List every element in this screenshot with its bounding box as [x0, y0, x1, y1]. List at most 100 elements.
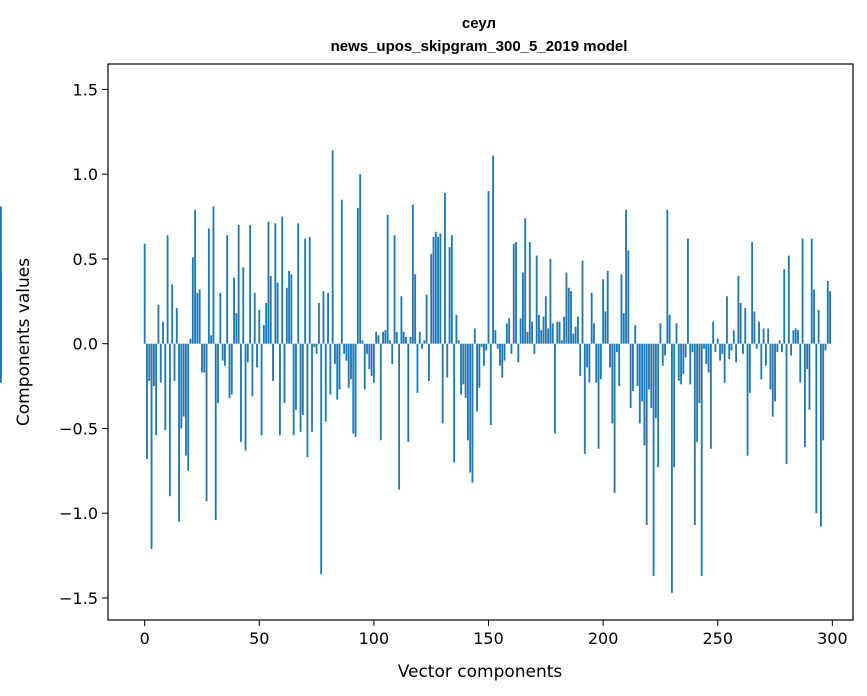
bar-8: [162, 321, 164, 344]
bar-177: [549, 258, 552, 344]
bar-157: [503, 343, 506, 361]
bar-46: [249, 225, 252, 344]
bar-136: [455, 314, 458, 344]
bar-19: [187, 343, 190, 471]
bar-133: [448, 247, 451, 344]
bar-287: [801, 238, 804, 344]
bar-23: [196, 292, 199, 344]
bar-112: [400, 296, 403, 344]
bar-57: [274, 223, 277, 344]
bar-14: [175, 308, 178, 344]
bar-77: [320, 343, 323, 575]
bar-264: [748, 343, 751, 393]
x-tick-label: 100: [359, 629, 390, 648]
bar-105: [384, 330, 387, 344]
bar-176: [547, 328, 550, 344]
bar-45: [246, 343, 249, 363]
y-tick-label: 1.0: [73, 165, 98, 184]
bar-196: [593, 323, 595, 344]
bar-44: [244, 343, 247, 451]
bar-209: [622, 313, 625, 344]
bar-258: [735, 343, 738, 363]
bar-274: [771, 343, 774, 417]
bar-1: [146, 343, 148, 459]
bar-290: [808, 343, 811, 410]
bar-295: [819, 343, 822, 527]
bar-219: [645, 343, 648, 526]
bar-22: [194, 209, 197, 344]
bar-undefined: [0, 343, 2, 383]
bar-271: [764, 343, 767, 366]
bar-134: [450, 235, 453, 344]
bar-150: [487, 191, 490, 344]
bar-129: [439, 233, 442, 344]
bar-158: [505, 323, 508, 344]
bar-6: [157, 304, 160, 344]
bar-47: [251, 343, 254, 397]
bar-79: [324, 343, 327, 422]
bar-223: [654, 343, 657, 419]
bar-11: [168, 343, 171, 497]
bar-272: [767, 328, 770, 344]
bar-83: [334, 343, 336, 365]
bar-259: [737, 275, 740, 344]
bar-68: [299, 343, 302, 432]
bar-195: [590, 292, 593, 344]
bar-141: [466, 343, 469, 441]
bar-273: [769, 343, 772, 390]
bar-240: [693, 343, 696, 526]
bar-199: [599, 343, 602, 380]
bar-179: [554, 343, 556, 434]
bar-25: [201, 343, 203, 373]
bar-82: [331, 150, 334, 344]
y-tick-label: 1.5: [73, 80, 98, 99]
bar-28: [207, 228, 210, 344]
bar-94: [359, 174, 362, 344]
bar-171: [535, 255, 538, 344]
bar-5: [155, 343, 158, 436]
bar-135: [453, 343, 456, 463]
x-axis-label: Vector components: [398, 662, 563, 682]
bar-117: [411, 204, 414, 344]
bar-139: [462, 343, 465, 385]
bar-184: [565, 272, 568, 344]
bar-64: [290, 274, 293, 344]
bar-9: [164, 343, 167, 431]
bar-269: [760, 343, 763, 380]
bar-59: [279, 343, 281, 436]
bar-186: [570, 291, 572, 344]
bar-228: [666, 209, 669, 344]
bar-66: [295, 343, 297, 410]
bar-38: [230, 343, 233, 395]
bar-147: [480, 343, 483, 348]
bar-282: [790, 343, 793, 356]
bar-107: [389, 340, 391, 344]
bar-128: [437, 236, 440, 344]
bar-201: [604, 311, 607, 344]
bar-144: [473, 328, 476, 344]
bar-73: [311, 343, 313, 432]
bar-98: [368, 343, 371, 370]
bar-275: [774, 343, 776, 402]
bar-75: [315, 343, 318, 354]
y-tick-label: −1.5: [59, 589, 98, 608]
bar-93: [356, 208, 359, 344]
bar-183: [563, 316, 566, 344]
bar-61: [283, 343, 286, 404]
bar-236: [684, 343, 687, 358]
bar-12: [171, 284, 174, 344]
bar-292: [813, 289, 815, 344]
bar-225: [659, 323, 662, 344]
bar-268: [758, 321, 760, 344]
bar-224: [657, 343, 660, 468]
bar-86: [340, 199, 343, 344]
y-tick-label: 0.5: [73, 250, 98, 269]
bar-30: [212, 206, 215, 344]
bar-40: [235, 313, 238, 344]
bar-71: [306, 343, 309, 458]
bar-39: [233, 277, 235, 344]
bar-202: [606, 270, 609, 344]
bar-285: [797, 330, 799, 344]
bar-267: [755, 343, 758, 349]
bar-172: [538, 314, 540, 344]
